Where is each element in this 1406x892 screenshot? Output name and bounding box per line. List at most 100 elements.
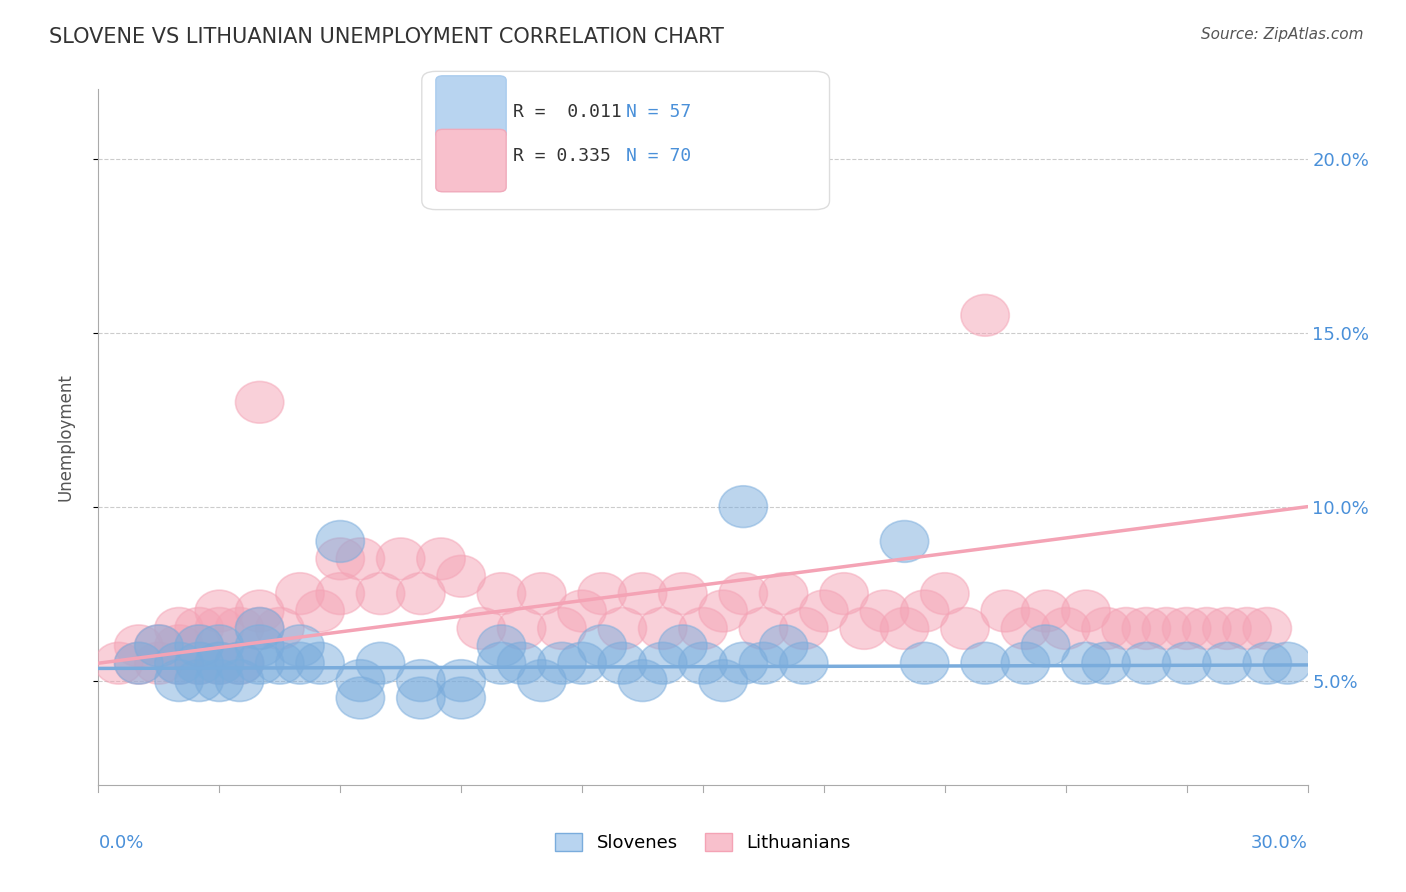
Ellipse shape bbox=[1243, 607, 1292, 649]
Ellipse shape bbox=[1223, 607, 1271, 649]
Ellipse shape bbox=[1021, 591, 1070, 632]
Ellipse shape bbox=[457, 607, 506, 649]
Ellipse shape bbox=[215, 660, 264, 701]
Ellipse shape bbox=[498, 642, 546, 684]
Ellipse shape bbox=[114, 625, 163, 666]
Ellipse shape bbox=[1001, 642, 1050, 684]
Ellipse shape bbox=[256, 642, 304, 684]
Ellipse shape bbox=[598, 642, 647, 684]
Ellipse shape bbox=[1081, 607, 1130, 649]
Ellipse shape bbox=[537, 607, 586, 649]
Ellipse shape bbox=[155, 625, 204, 666]
Ellipse shape bbox=[517, 573, 567, 615]
Ellipse shape bbox=[658, 573, 707, 615]
Ellipse shape bbox=[215, 642, 264, 684]
Text: 0.0%: 0.0% bbox=[98, 834, 143, 852]
Ellipse shape bbox=[1021, 625, 1070, 666]
Ellipse shape bbox=[477, 573, 526, 615]
Ellipse shape bbox=[718, 573, 768, 615]
Ellipse shape bbox=[619, 660, 666, 701]
Ellipse shape bbox=[276, 625, 325, 666]
Ellipse shape bbox=[558, 642, 606, 684]
Text: R =  0.011: R = 0.011 bbox=[513, 103, 621, 120]
Text: Source: ZipAtlas.com: Source: ZipAtlas.com bbox=[1201, 27, 1364, 42]
Ellipse shape bbox=[235, 607, 284, 649]
Ellipse shape bbox=[1182, 607, 1232, 649]
Ellipse shape bbox=[356, 642, 405, 684]
Ellipse shape bbox=[174, 660, 224, 701]
Ellipse shape bbox=[820, 573, 869, 615]
Legend: Slovenes, Lithuanians: Slovenes, Lithuanians bbox=[548, 826, 858, 859]
Ellipse shape bbox=[941, 607, 990, 649]
Ellipse shape bbox=[1081, 642, 1130, 684]
Ellipse shape bbox=[195, 660, 243, 701]
Ellipse shape bbox=[839, 607, 889, 649]
Ellipse shape bbox=[517, 660, 567, 701]
Ellipse shape bbox=[981, 591, 1029, 632]
Ellipse shape bbox=[1202, 607, 1251, 649]
Ellipse shape bbox=[960, 294, 1010, 336]
Ellipse shape bbox=[235, 642, 284, 684]
Ellipse shape bbox=[155, 642, 204, 684]
Ellipse shape bbox=[880, 521, 929, 562]
Ellipse shape bbox=[195, 591, 243, 632]
Ellipse shape bbox=[619, 573, 666, 615]
Ellipse shape bbox=[900, 591, 949, 632]
Ellipse shape bbox=[880, 607, 929, 649]
Ellipse shape bbox=[155, 607, 204, 649]
Ellipse shape bbox=[256, 607, 304, 649]
Ellipse shape bbox=[759, 573, 808, 615]
Ellipse shape bbox=[174, 625, 224, 666]
Ellipse shape bbox=[598, 607, 647, 649]
Ellipse shape bbox=[718, 486, 768, 527]
Ellipse shape bbox=[1122, 607, 1171, 649]
Ellipse shape bbox=[174, 607, 224, 649]
Ellipse shape bbox=[396, 573, 446, 615]
Text: 30.0%: 30.0% bbox=[1251, 834, 1308, 852]
Text: N = 57: N = 57 bbox=[626, 103, 690, 120]
Ellipse shape bbox=[718, 642, 768, 684]
Ellipse shape bbox=[295, 642, 344, 684]
Ellipse shape bbox=[195, 642, 243, 684]
Ellipse shape bbox=[1062, 591, 1111, 632]
Ellipse shape bbox=[800, 591, 848, 632]
Ellipse shape bbox=[740, 642, 787, 684]
Ellipse shape bbox=[276, 573, 325, 615]
Ellipse shape bbox=[779, 607, 828, 649]
Text: N = 70: N = 70 bbox=[626, 147, 690, 165]
Ellipse shape bbox=[740, 607, 787, 649]
Ellipse shape bbox=[960, 642, 1010, 684]
Ellipse shape bbox=[114, 642, 163, 684]
Y-axis label: Unemployment: Unemployment bbox=[56, 373, 75, 501]
Text: SLOVENE VS LITHUANIAN UNEMPLOYMENT CORRELATION CHART: SLOVENE VS LITHUANIAN UNEMPLOYMENT CORRE… bbox=[49, 27, 724, 46]
Ellipse shape bbox=[135, 625, 183, 666]
Ellipse shape bbox=[1202, 642, 1251, 684]
Ellipse shape bbox=[1062, 642, 1111, 684]
Ellipse shape bbox=[1122, 642, 1171, 684]
Ellipse shape bbox=[174, 642, 224, 684]
Ellipse shape bbox=[638, 642, 688, 684]
Ellipse shape bbox=[416, 538, 465, 580]
Ellipse shape bbox=[396, 660, 446, 701]
Ellipse shape bbox=[235, 591, 284, 632]
Ellipse shape bbox=[336, 660, 385, 701]
Ellipse shape bbox=[195, 625, 243, 666]
Ellipse shape bbox=[900, 642, 949, 684]
Ellipse shape bbox=[578, 573, 627, 615]
Ellipse shape bbox=[276, 642, 325, 684]
Ellipse shape bbox=[1243, 642, 1292, 684]
Ellipse shape bbox=[155, 642, 204, 684]
Ellipse shape bbox=[558, 591, 606, 632]
Ellipse shape bbox=[135, 625, 183, 666]
Ellipse shape bbox=[295, 591, 344, 632]
Ellipse shape bbox=[860, 591, 908, 632]
Ellipse shape bbox=[779, 642, 828, 684]
Ellipse shape bbox=[1001, 607, 1050, 649]
Ellipse shape bbox=[235, 625, 284, 666]
Ellipse shape bbox=[477, 625, 526, 666]
Ellipse shape bbox=[155, 660, 204, 701]
Ellipse shape bbox=[1163, 607, 1211, 649]
Ellipse shape bbox=[396, 677, 446, 719]
Text: R = 0.335: R = 0.335 bbox=[513, 147, 612, 165]
Ellipse shape bbox=[377, 538, 425, 580]
